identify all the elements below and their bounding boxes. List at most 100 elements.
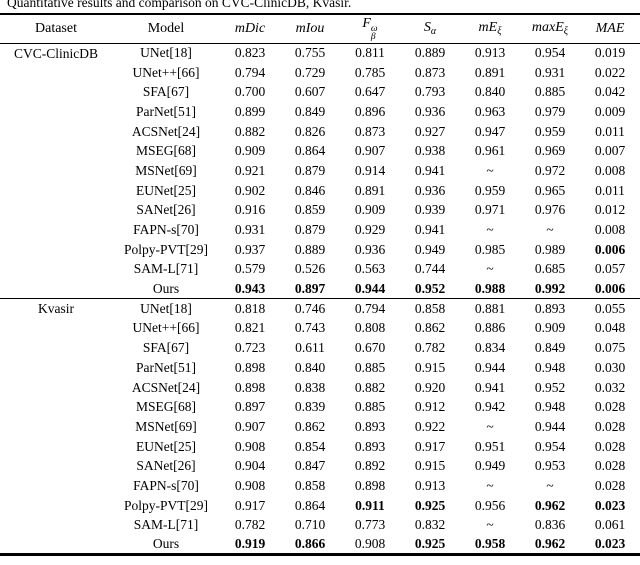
metric-value: 0.881 — [460, 298, 520, 319]
metric-value: 0.908 — [234, 477, 266, 493]
metric-value: 0.911 — [355, 497, 385, 513]
metric-value: 0.949 — [414, 241, 446, 257]
metric-value: 0.794 — [340, 298, 400, 319]
model-cell: MSEG[68] — [136, 399, 196, 415]
table-row: MSNet[69] 0.907 0.862 0.893 0.922 ~0.944 0.028 — [0, 417, 640, 437]
metric-value: 0.839 — [294, 399, 326, 415]
metric-value: 0.992 — [534, 280, 566, 296]
metric-value: 0.840 — [474, 84, 506, 100]
metric-value: 0.579 — [234, 261, 266, 277]
metric-value: 0.834 — [474, 340, 506, 356]
model-cell: EUNet[25] — [136, 438, 196, 454]
metric-value: 0.920 — [414, 379, 446, 395]
metric-value: 0.032 — [594, 379, 626, 395]
metric-value: 0.006 — [594, 280, 626, 296]
metric-value: 0.889 — [294, 241, 326, 257]
col-header-maxexi: maxEξ — [520, 14, 580, 44]
table-row: MSNet[69] 0.921 0.879 0.914 0.941 ~0.972 0.008 — [0, 161, 640, 181]
metric-value: 0.030 — [594, 359, 626, 375]
metric-value: 0.913 — [414, 477, 446, 493]
metric-value: 0.746 — [280, 298, 340, 319]
metric-value: 0.988 — [474, 280, 506, 296]
metric-value: 0.862 — [294, 418, 326, 434]
metric-value: 0.866 — [294, 536, 326, 552]
metric-value: 0.939 — [414, 202, 446, 218]
metric-value: 0.821 — [234, 320, 266, 336]
metric-value: 0.938 — [414, 143, 446, 159]
metric-value: 0.925 — [414, 497, 446, 513]
metric-value: 0.847 — [294, 458, 326, 474]
model-cell: MSNet[69] — [135, 418, 197, 434]
metric-value: 0.891 — [474, 64, 506, 80]
metric-value: 0.892 — [354, 458, 386, 474]
table-row: ACSNet[24] 0.898 0.838 0.882 0.920 0.941 0.952… — [0, 378, 640, 398]
metric-value: 0.962 — [534, 536, 566, 552]
metric-value: 0.873 — [414, 64, 446, 80]
metric-value: ~ — [546, 222, 554, 238]
metric-value: 0.862 — [414, 320, 446, 336]
metric-value: 0.048 — [594, 320, 626, 336]
metric-value: 0.979 — [534, 103, 566, 119]
metric-value: 0.953 — [534, 458, 566, 474]
metric-value: 0.858 — [400, 298, 460, 319]
metric-value: 0.744 — [414, 261, 446, 277]
metric-value: 0.961 — [474, 143, 506, 159]
metric-value: 0.607 — [294, 84, 326, 100]
metric-value: 0.969 — [534, 143, 566, 159]
metric-value: 0.908 — [234, 438, 266, 454]
metric-value: 0.009 — [594, 103, 626, 119]
metric-value: 0.864 — [294, 143, 326, 159]
table-row: MSEG[68] 0.909 0.864 0.907 0.938 0.961 0.969 0.… — [0, 141, 640, 161]
metric-value: 0.915 — [414, 458, 446, 474]
metric-value: 0.944 — [354, 280, 386, 296]
metric-value: 0.826 — [294, 123, 326, 139]
metric-value: 0.785 — [354, 64, 386, 80]
metric-value: 0.914 — [354, 162, 386, 178]
model-cell: SAM-L[71] — [133, 261, 199, 277]
model-cell: UNet[18] — [140, 45, 192, 61]
model-cell: UNet++[66] — [132, 320, 200, 336]
metric-value: 0.773 — [354, 517, 386, 533]
metric-value: 0.006 — [594, 241, 626, 257]
metric-value: 0.893 — [354, 418, 386, 434]
metric-value: 0.956 — [474, 497, 506, 513]
metric-value: 0.023 — [594, 497, 626, 513]
metric-value: 0.893 — [354, 438, 386, 454]
metric-value: 0.902 — [234, 182, 266, 198]
table-row: SAM-L[71] 0.782 0.710 0.773 0.832 ~0.836 0.061 — [0, 516, 640, 536]
col-header-salpha: Sα — [400, 14, 460, 44]
metric-value: 0.055 — [580, 298, 640, 319]
metric-value: 0.965 — [534, 182, 566, 198]
col-header-mdic: mDic — [220, 14, 280, 44]
metric-value: 0.944 — [474, 359, 506, 375]
table-row: ParNet[51] 0.898 0.840 0.885 0.915 0.944 0.948… — [0, 358, 640, 378]
table-row: SANet[26] 0.916 0.859 0.909 0.939 0.971 0.976 0… — [0, 201, 640, 221]
metric-value: 0.941 — [474, 379, 506, 395]
metric-value: 0.927 — [414, 123, 446, 139]
metric-value: 0.710 — [294, 517, 326, 533]
metric-value: 0.958 — [474, 536, 506, 552]
metric-value: 0.915 — [414, 359, 446, 375]
model-cell: Polpy-PVT[29] — [124, 497, 208, 513]
model-cell: ParNet[51] — [136, 103, 196, 119]
metric-value: 0.942 — [474, 399, 506, 415]
metric-value: 0.057 — [594, 261, 626, 277]
metric-value: 0.989 — [534, 241, 566, 257]
table-row: UNet++[66] 0.794 0.729 0.785 0.873 0.891 0.931… — [0, 63, 640, 83]
metric-value: 0.896 — [354, 103, 386, 119]
table-row: Polpy-PVT[29] 0.937 0.889 0.936 0.949 0.985 0.… — [0, 240, 640, 260]
model-cell: EUNet[25] — [136, 182, 196, 198]
col-header-mexi: mEξ — [460, 14, 520, 44]
table-body: CVC-ClinicDB UNet[18] 0.823 0.755 0.811 0.889… — [0, 43, 640, 555]
col-header-mae: MAE — [580, 14, 640, 44]
model-cell: ParNet[51] — [136, 359, 196, 375]
metric-value: 0.832 — [414, 517, 446, 533]
table-row: CVC-ClinicDB UNet[18] 0.823 0.755 0.811 0.889… — [0, 43, 640, 63]
metric-value: 0.028 — [594, 458, 626, 474]
metric-value: 0.808 — [354, 320, 386, 336]
metric-value: 0.944 — [534, 418, 566, 434]
metric-value: 0.897 — [234, 399, 266, 415]
metric-value: 0.897 — [294, 280, 326, 296]
